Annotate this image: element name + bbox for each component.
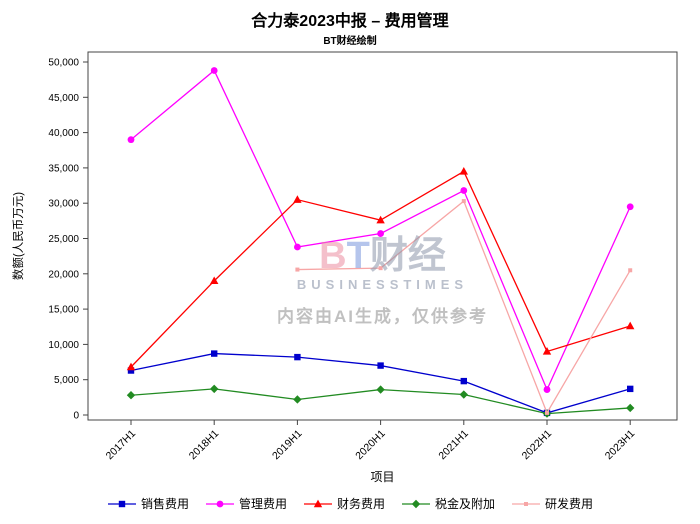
y-tick-label: 10,000 xyxy=(48,340,79,351)
legend-label: 管理费用 xyxy=(238,497,287,511)
y-tick-label: 25,000 xyxy=(48,234,79,245)
series-marker xyxy=(626,321,635,330)
legend-item: 销售费用 xyxy=(107,495,189,512)
legend-label: 财务费用 xyxy=(336,497,385,511)
x-tick-label: 2020H1 xyxy=(353,428,388,463)
series-marker xyxy=(293,395,302,404)
legend-label: 税金及附加 xyxy=(435,497,496,511)
legend-item: 税金及附加 xyxy=(401,495,495,512)
series-marker xyxy=(377,230,384,237)
legend-item: 管理费用 xyxy=(205,495,287,512)
series-marker xyxy=(127,367,135,374)
x-tick-label: 2022H1 xyxy=(520,428,555,463)
legend-label: 研发费用 xyxy=(545,497,594,511)
y-tick-label: 20,000 xyxy=(48,269,79,280)
series-marker xyxy=(377,362,384,369)
legend-marker-icon xyxy=(402,499,430,508)
series-marker xyxy=(628,268,633,273)
series-marker xyxy=(542,347,552,355)
series-marker xyxy=(118,500,126,507)
series-marker xyxy=(524,501,529,506)
series-marker xyxy=(216,500,224,507)
y-tick-label: 30,000 xyxy=(48,199,79,210)
series-marker xyxy=(459,167,468,175)
y-tick-label: 50,000 xyxy=(48,58,79,69)
x-axis-label: 项目 xyxy=(370,470,394,484)
legend-label: 销售费用 xyxy=(140,497,189,511)
x-tick-label: 2019H1 xyxy=(270,428,305,463)
series-marker xyxy=(378,266,383,271)
series-marker xyxy=(294,243,301,251)
series-marker xyxy=(460,377,467,385)
series-marker xyxy=(460,187,468,194)
series-marker xyxy=(210,384,219,394)
x-tick-label: 2021H1 xyxy=(436,428,471,463)
series-marker xyxy=(126,362,136,371)
series-marker xyxy=(461,199,466,204)
legend-item: 研发费用 xyxy=(511,495,593,512)
legend-marker-icon xyxy=(205,500,234,507)
series-marker xyxy=(626,403,635,413)
y-tick-label: 15,000 xyxy=(48,305,79,316)
chart-title: 合力泰2023中报 – 费用管理 xyxy=(251,13,449,30)
legend-marker-icon xyxy=(303,499,332,507)
series-marker xyxy=(627,385,634,393)
series-marker xyxy=(210,67,218,74)
plot-border xyxy=(87,51,678,421)
series-marker xyxy=(545,410,549,415)
y-tick-label: 40,000 xyxy=(48,128,79,139)
y-tick-label: 5,000 xyxy=(54,375,79,386)
series-marker xyxy=(294,353,301,361)
legend-marker-icon xyxy=(512,501,541,506)
series-marker xyxy=(126,391,136,400)
series-marker xyxy=(459,390,468,399)
y-tick-label: 0 xyxy=(73,411,79,422)
series-marker xyxy=(376,385,385,394)
y-tick-label: 35,000 xyxy=(48,163,79,174)
x-tick-label: 2018H1 xyxy=(187,428,222,463)
x-tick-label: 2023H1 xyxy=(603,428,638,463)
series-marker xyxy=(293,195,302,203)
series-marker xyxy=(127,136,135,144)
series-marker xyxy=(295,267,300,272)
y-tick-label: 45,000 xyxy=(48,93,79,104)
series-marker xyxy=(626,203,634,211)
series-marker xyxy=(210,276,219,285)
series-marker xyxy=(543,386,551,393)
chart-subtitle: BT财经绘制 xyxy=(323,36,377,47)
series-marker xyxy=(211,350,218,357)
legend-marker-icon xyxy=(107,500,136,507)
chart-legend: 销售费用 管理费用 财务费用 税金及附加 研发费用 xyxy=(0,495,700,512)
series-marker xyxy=(313,499,323,507)
y-axis-label: 数额(人民币万元) xyxy=(11,192,25,280)
series-marker xyxy=(411,499,421,508)
series-marker xyxy=(376,215,385,224)
series-line-1 xyxy=(130,69,631,392)
x-tick-label: 2017H1 xyxy=(104,428,139,463)
legend-item: 财务费用 xyxy=(303,495,385,512)
